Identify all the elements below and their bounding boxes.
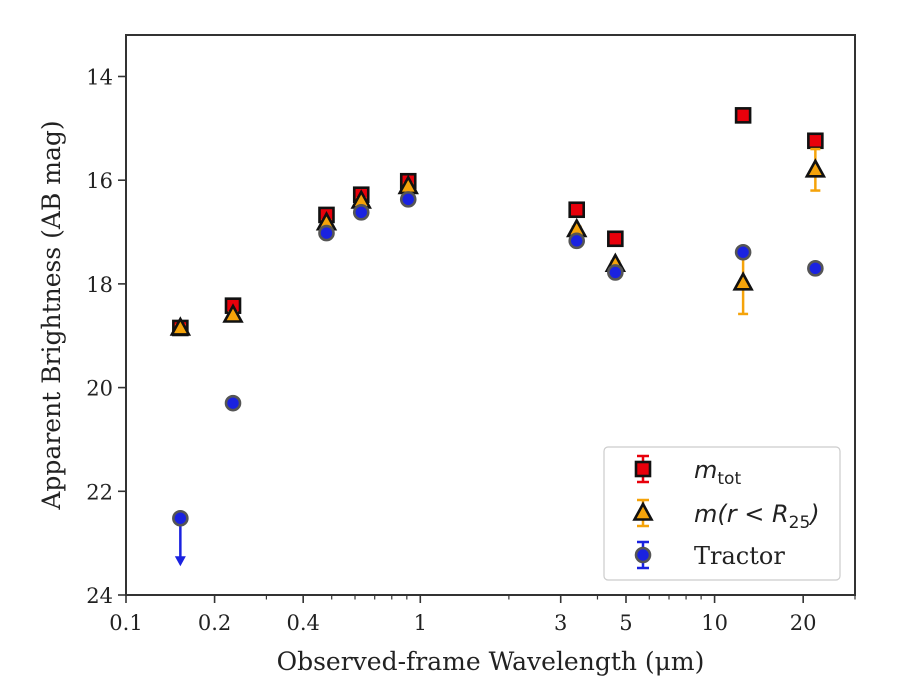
y-tick-label: 18 (86, 273, 113, 297)
point-circle (399, 191, 417, 208)
legend-label-main: m (694, 456, 717, 484)
x-tick-label: 0.1 (109, 611, 142, 635)
point-square (807, 132, 824, 150)
x-tick-label: 0.4 (286, 611, 319, 635)
point-triangle (804, 158, 827, 178)
data-marks (169, 107, 827, 567)
point-circle (318, 224, 335, 242)
legend-frame (603, 446, 841, 581)
point-circle (568, 232, 586, 250)
point-triangle (732, 271, 754, 291)
point-square (568, 201, 586, 219)
point-circle (734, 243, 752, 261)
point-circle (807, 260, 824, 277)
x-axis-label: Observed-frame Wavelength (μm) (277, 647, 705, 676)
y-tick-label: 14 (86, 65, 113, 89)
plot-frame (125, 34, 856, 596)
point-triangle (169, 316, 192, 336)
axis-ticks: 0.1 0.2 0.4 1 3 5 10 20 14 16 18 20 22 24 (86, 65, 856, 635)
legend-label: m(r < R25) (694, 500, 820, 533)
legend-marker-triangle (632, 501, 654, 521)
point-circle (352, 204, 370, 221)
point-circle (172, 509, 189, 527)
series-circle (172, 191, 824, 567)
series-triangle (169, 147, 827, 336)
x-tick-label: 1 (414, 611, 427, 635)
y-tick-label: 22 (86, 480, 113, 504)
legend-label: Tractor (694, 542, 785, 570)
legend: mtot m(r < R25) Tractor (603, 446, 841, 581)
y-tick-label: 16 (86, 169, 113, 193)
x-tick-label: 3 (554, 611, 567, 635)
point-square (734, 107, 752, 124)
y-tick-label: 20 (86, 377, 113, 401)
point-circle (607, 264, 624, 281)
upper-limit-arrowhead (174, 556, 186, 567)
legend-label: mtot (694, 456, 741, 489)
x-tick-label: 5 (619, 611, 632, 635)
legend-label-close: ) (808, 500, 819, 528)
x-tick-label: 20 (790, 611, 817, 635)
y-axis-label: Apparent Brightness (AB mag) (37, 120, 66, 510)
legend-marker-square (634, 460, 652, 478)
point-circle (224, 394, 242, 412)
x-tick-label: 0.2 (198, 611, 231, 635)
point-square (607, 230, 624, 248)
point-triangle (222, 303, 244, 323)
legend-label-subscript: 25 (789, 513, 811, 533)
legend-label-main: m(r < R (694, 500, 789, 528)
series-square (172, 107, 824, 337)
legend-marker-circle (634, 546, 652, 564)
legend-label-subscript: tot (717, 469, 741, 489)
y-tick-label: 24 (86, 584, 113, 608)
x-tick-label: 10 (701, 611, 728, 635)
